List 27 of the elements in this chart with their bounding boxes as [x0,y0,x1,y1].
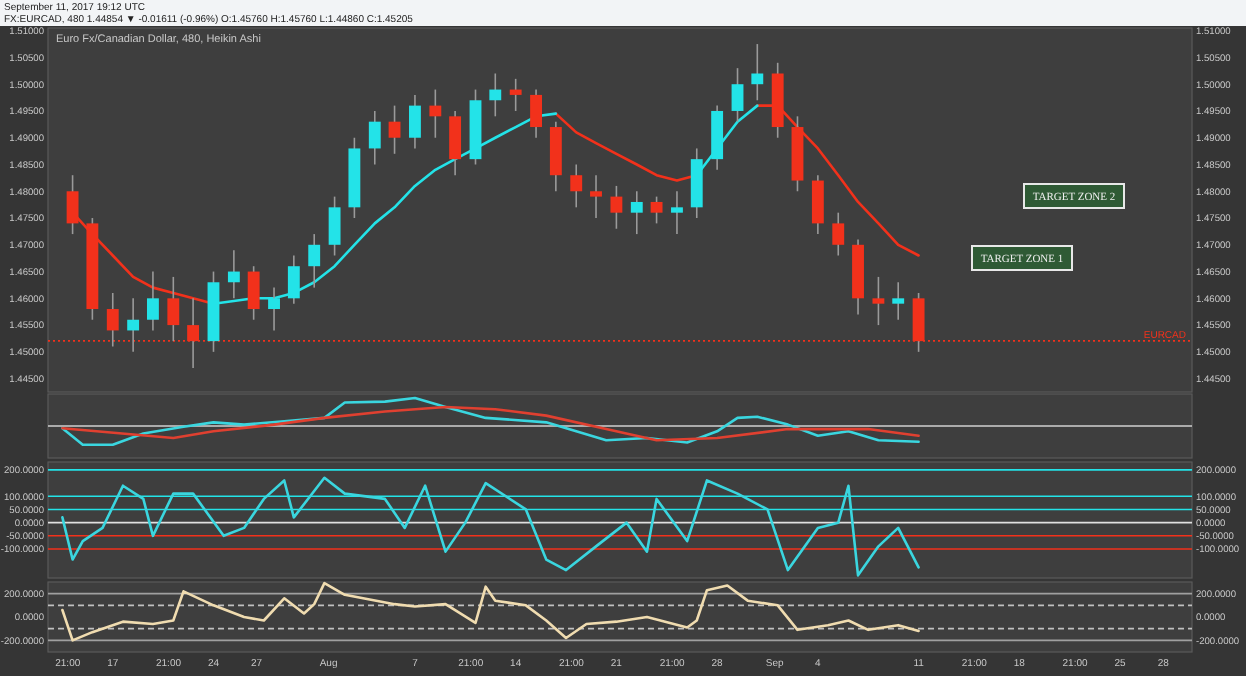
candlestick [388,104,401,155]
candlestick [429,88,442,139]
candlestick [530,88,542,139]
candlestick [671,190,683,235]
candlestick [328,195,341,257]
candlestick [509,78,522,112]
candlestick [650,195,663,225]
candlestick [610,185,623,230]
candlestick [368,110,381,166]
candlestick [449,110,462,177]
candlestick [146,270,159,332]
candlestick [489,72,502,118]
candlestick [751,43,764,102]
candlestick [570,163,583,209]
candlestick [590,174,602,219]
candlestick [409,94,421,150]
candlestick [227,249,240,300]
line-series [61,581,920,642]
candlestick [247,265,260,321]
candlestick [308,233,321,289]
candlestick [892,281,905,321]
candlestick [832,211,845,257]
line-series [61,476,920,577]
candlestick [127,297,140,353]
candlestick [630,190,643,235]
candlestick [811,174,824,235]
candlestick [872,276,885,326]
